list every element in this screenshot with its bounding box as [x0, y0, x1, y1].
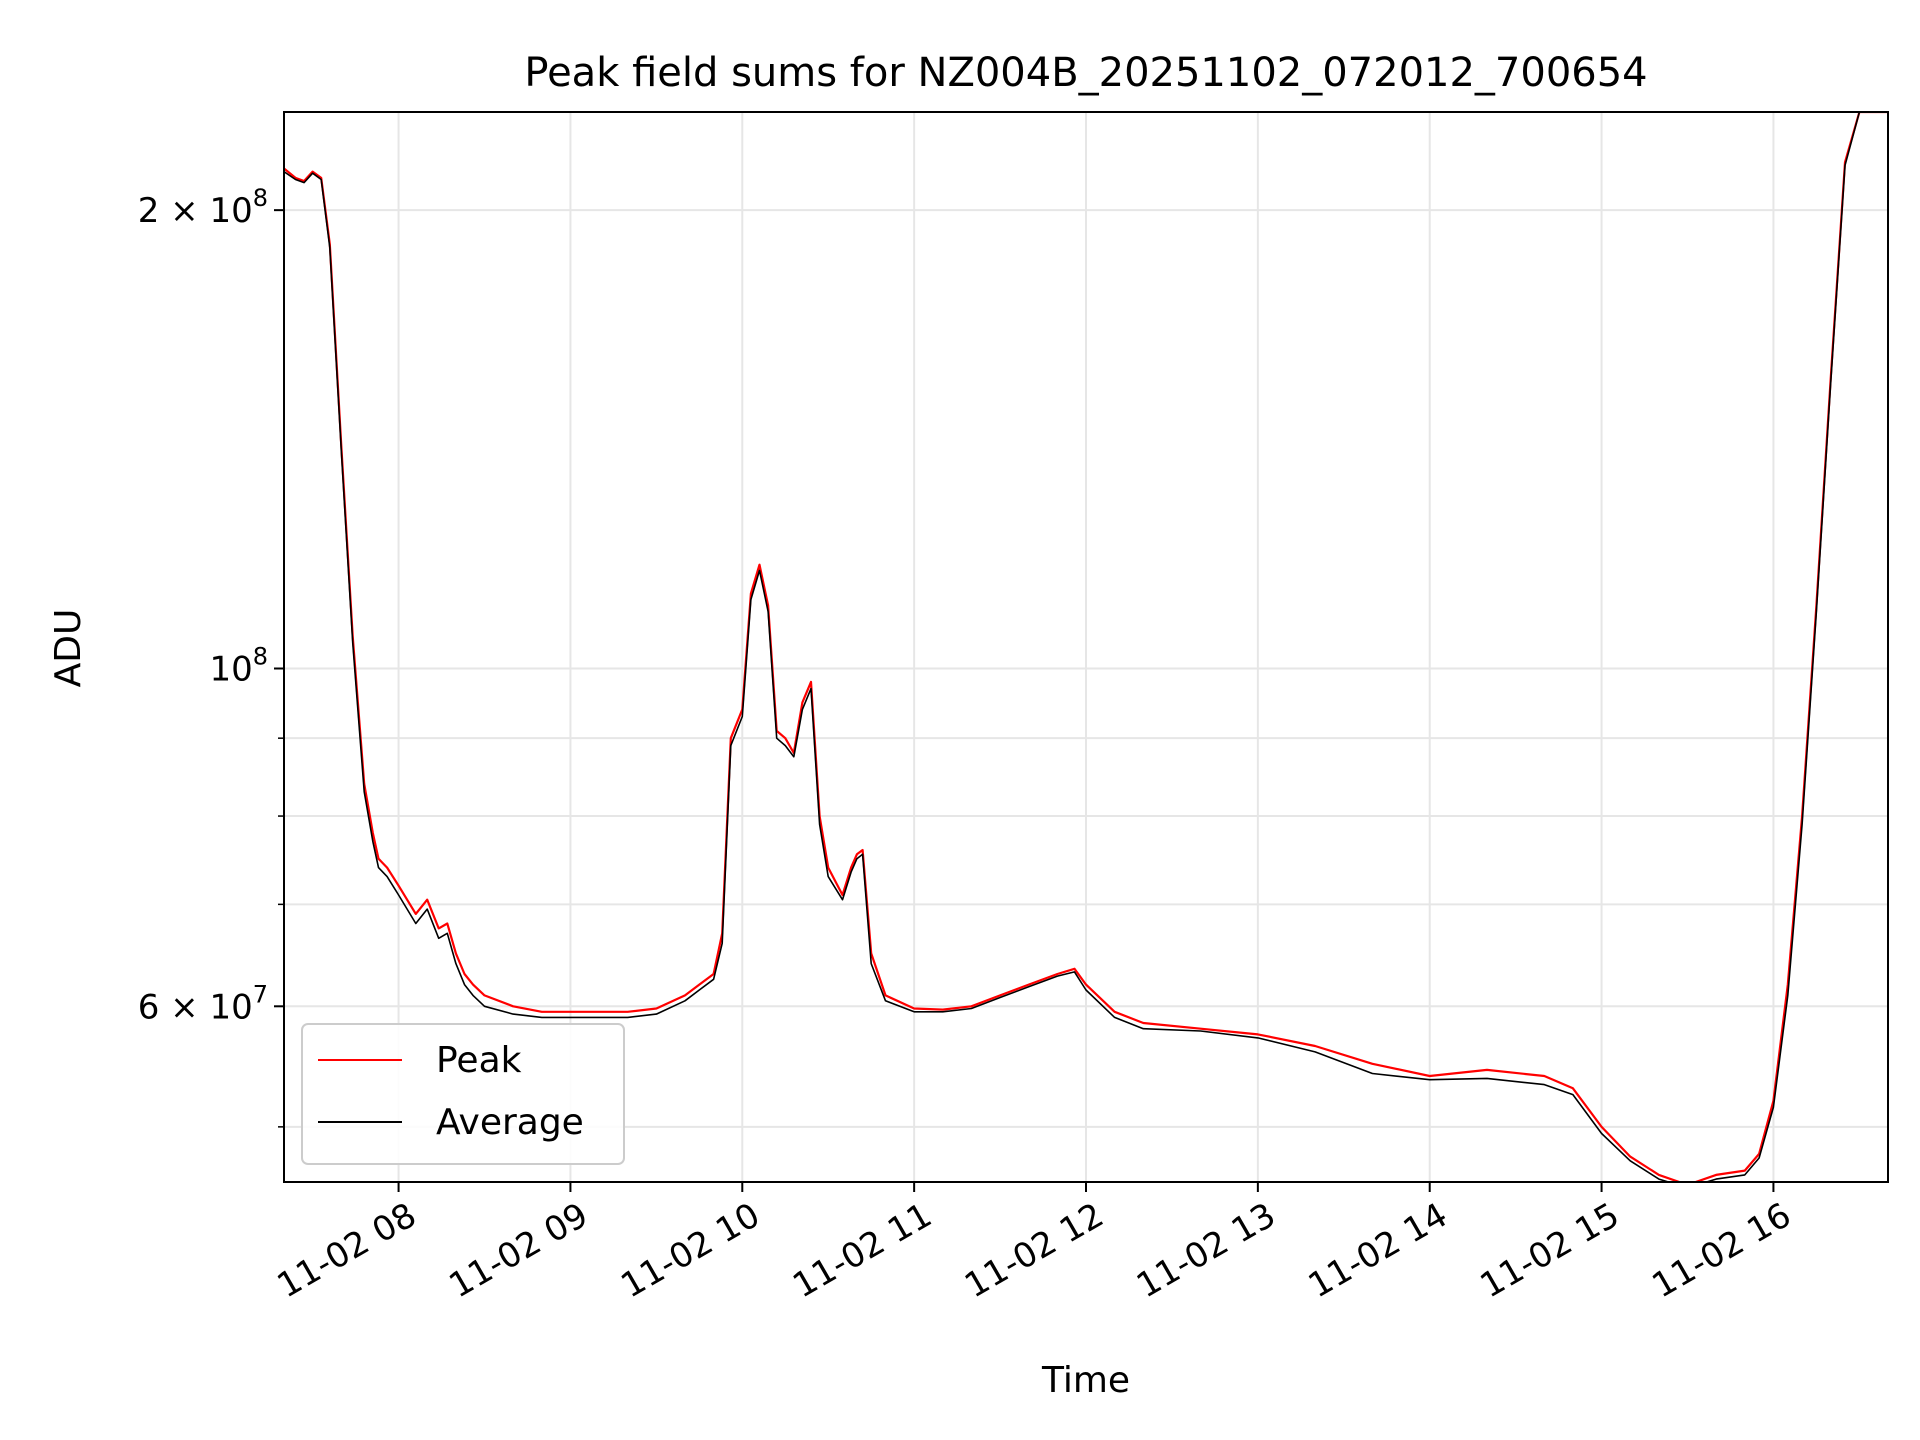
series-line-average [284, 112, 1888, 1182]
y-axis-ticks: 6 × 107 108 2 × 108 [138, 184, 284, 1128]
grid [284, 112, 1888, 1182]
y-axis-label: ADU [48, 609, 89, 688]
series-area [284, 112, 1888, 1182]
legend-label-peak: Peak [436, 1040, 522, 1081]
legend-label-average: Average [436, 1102, 584, 1143]
x-axis-label: Time [1041, 1360, 1130, 1401]
y-tick-label: 2 × 108 [138, 184, 268, 231]
y-tick-label: 108 [209, 643, 268, 690]
legend: Peak Average [301, 1023, 625, 1165]
chart-title: Peak field sums for NZ004B_20251102_0720… [524, 50, 1647, 96]
y-tick-label: 6 × 107 [138, 980, 268, 1027]
